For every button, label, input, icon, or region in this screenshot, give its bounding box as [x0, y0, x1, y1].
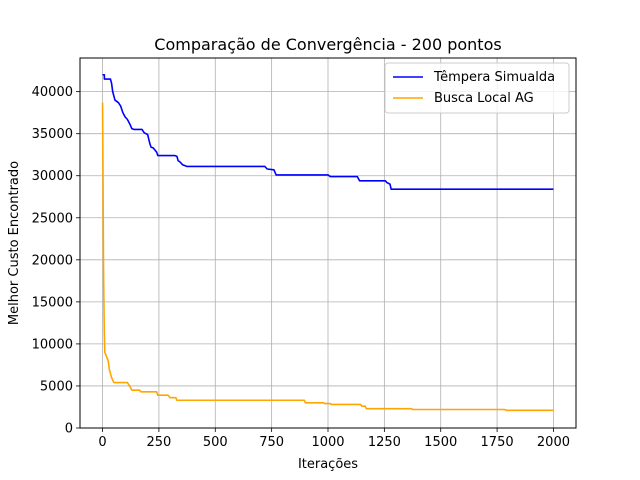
x-tick-label: 1000: [311, 435, 344, 450]
y-tick-label: 35000: [32, 127, 73, 142]
series-line-busca: [101, 102, 554, 412]
legend-label-busca: Busca Local AG: [434, 91, 534, 106]
x-tick-label: 2000: [537, 435, 570, 450]
y-tick-label: 0: [65, 422, 73, 437]
y-tick-label: 5000: [40, 379, 73, 394]
legend-box: [384, 62, 570, 114]
x-tick-label: 1500: [424, 435, 457, 450]
x-tick-label: 1750: [481, 435, 514, 450]
axis-ticks: 0 250 500 750 1000 1250 1500 1750 20000500010000…: [32, 85, 570, 450]
legend-label-tempera: Têmpera Simualda: [433, 70, 555, 85]
x-tick-label: 1250: [368, 435, 401, 450]
x-tick-label: 0: [98, 435, 106, 450]
y-tick-label: 25000: [32, 211, 73, 226]
series-line-tempera: [102, 74, 554, 190]
y-tick-label: 15000: [32, 295, 73, 310]
x-tick-label: 750: [259, 435, 284, 450]
y-tick-label: 40000: [32, 85, 73, 100]
chart-title: Comparação de Convergência - 200 pontos: [154, 35, 501, 54]
y-tick-label: 10000: [32, 337, 73, 352]
y-tick-label: 20000: [32, 253, 73, 268]
x-tick-label: 250: [146, 435, 171, 450]
x-axis-label: Iterações: [298, 457, 358, 472]
legend: Têmpera Simualda Busca Local AG: [384, 62, 570, 114]
y-tick-label: 30000: [32, 169, 73, 184]
x-tick-label: 500: [203, 435, 228, 450]
series-lines: [101, 74, 554, 412]
y-axis-label: Melhor Custo Encontrado: [7, 161, 22, 325]
